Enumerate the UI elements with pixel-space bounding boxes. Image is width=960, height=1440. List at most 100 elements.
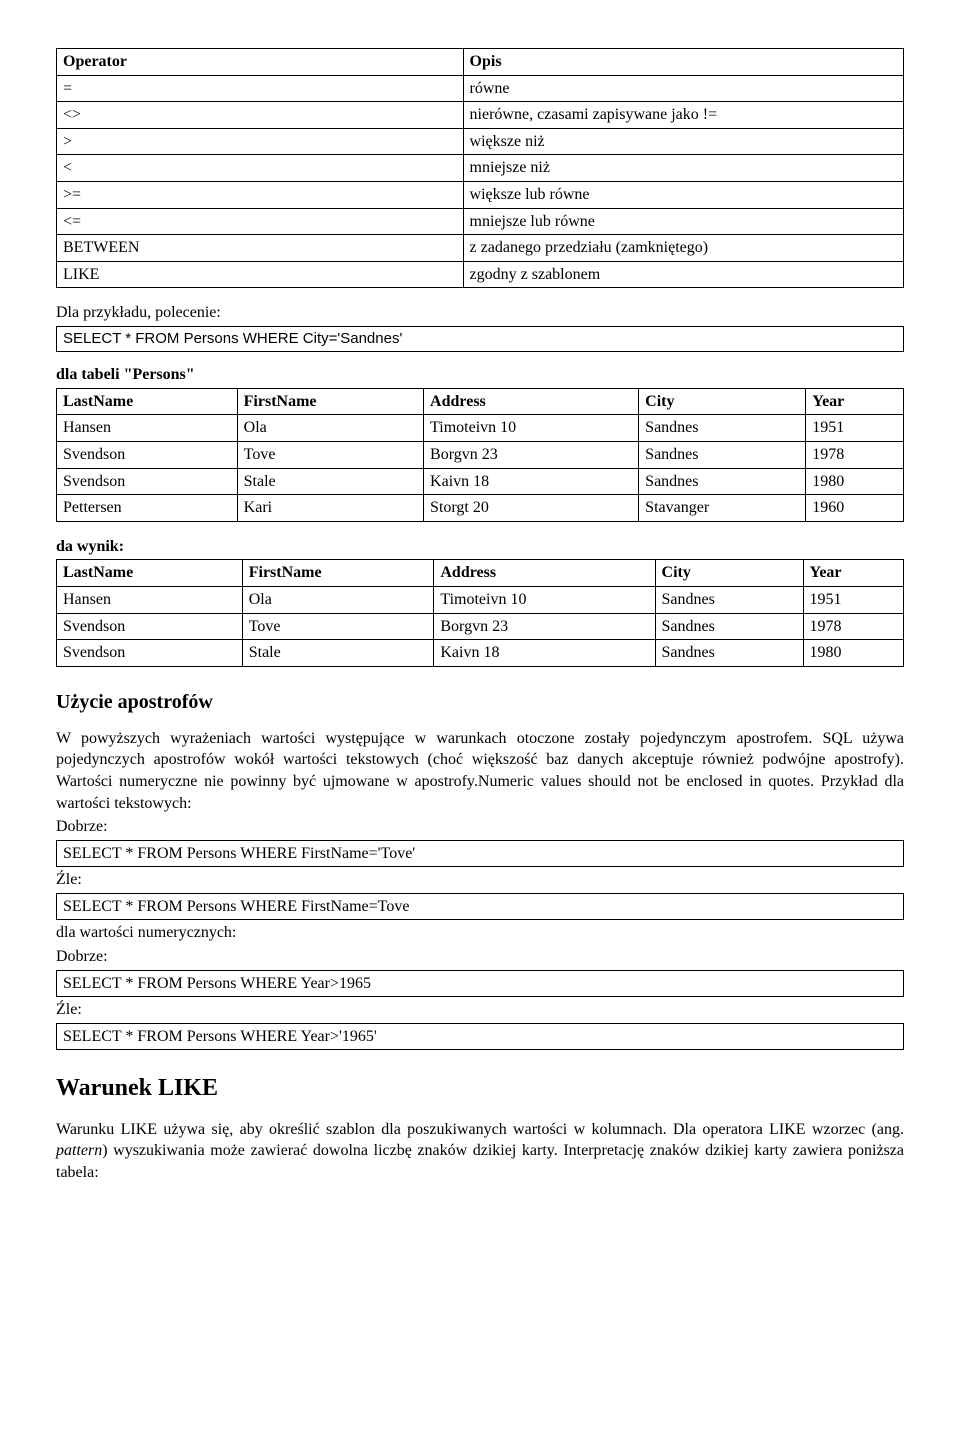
cell: <= <box>57 208 464 235</box>
cell: 1978 <box>806 441 904 468</box>
numeric-label: dla wartości numerycznych: <box>56 922 904 944</box>
like-body: Warunku LIKE używa się, aby określić sza… <box>56 1119 904 1184</box>
cell: Tove <box>242 613 434 640</box>
cell: 1951 <box>806 415 904 442</box>
col-city: City <box>639 388 806 415</box>
bad-label-1: Źle: <box>56 869 904 891</box>
table-row: >większe niż <box>57 128 904 155</box>
result-label: da wynik: <box>56 536 904 558</box>
col-firstname: FirstName <box>237 388 423 415</box>
operators-table: Operator Opis =równe <>nierówne, czasami… <box>56 48 904 288</box>
cell: równe <box>463 75 903 102</box>
cell: Hansen <box>57 415 238 442</box>
text-good-box: SELECT * FROM Persons WHERE FirstName='T… <box>56 840 904 868</box>
persons-label: dla tabeli "Persons" <box>56 364 904 386</box>
cell: większe niż <box>463 128 903 155</box>
table-row: LIKEzgodny z szablonem <box>57 261 904 288</box>
cell: Borgvn 23 <box>434 613 655 640</box>
apostrophes-title: Użycie apostrofów <box>56 689 904 716</box>
cell: Stale <box>242 640 434 667</box>
example-sql-box: SELECT * FROM Persons WHERE City='Sandne… <box>56 326 904 352</box>
cell: Borgvn 23 <box>424 441 639 468</box>
table-row: PettersenKariStorgt 20Stavanger1960 <box>57 495 904 522</box>
like-body-prefix: Warunku LIKE używa się, aby określić sza… <box>56 1121 904 1138</box>
cell: 1960 <box>806 495 904 522</box>
cell: BETWEEN <box>57 235 464 262</box>
cell: Sandnes <box>655 613 803 640</box>
cell: Timoteivn 10 <box>424 415 639 442</box>
cell: Sandnes <box>639 441 806 468</box>
result-table: LastName FirstName Address City Year Han… <box>56 559 904 666</box>
cell: Ola <box>237 415 423 442</box>
apostrophes-body: W powyższych wyrażeniach wartości występ… <box>56 728 904 814</box>
example-intro: Dla przykładu, polecenie: <box>56 302 904 324</box>
like-body-suffix: ) wyszukiwania może zawierać dowolna lic… <box>56 1142 904 1181</box>
cell: Hansen <box>57 586 243 613</box>
table-row: HansenOlaTimoteivn 10Sandnes1951 <box>57 415 904 442</box>
table-row: SvendsonToveBorgvn 23Sandnes1978 <box>57 613 904 640</box>
cell: Kaivn 18 <box>424 468 639 495</box>
cell: zgodny z szablonem <box>463 261 903 288</box>
table-header-row: LastName FirstName Address City Year <box>57 560 904 587</box>
col-lastname: LastName <box>57 560 243 587</box>
bad-label-2: Źle: <box>56 999 904 1021</box>
table-row: =równe <box>57 75 904 102</box>
cell: < <box>57 155 464 182</box>
good-label-1: Dobrze: <box>56 816 904 838</box>
cell: Stavanger <box>639 495 806 522</box>
cell: LIKE <box>57 261 464 288</box>
cell: mniejsze lub równe <box>463 208 903 235</box>
cell: 1980 <box>803 640 903 667</box>
like-italic: pattern <box>56 1142 102 1159</box>
cell: nierówne, czasami zapisywane jako != <box>463 102 903 129</box>
cell: <> <box>57 102 464 129</box>
col-lastname: LastName <box>57 388 238 415</box>
col-opis: Opis <box>463 49 903 76</box>
cell: Tove <box>237 441 423 468</box>
col-year: Year <box>806 388 904 415</box>
cell: Svendson <box>57 613 243 640</box>
cell: Pettersen <box>57 495 238 522</box>
cell: Sandnes <box>639 415 806 442</box>
table-row: SvendsonStaleKaivn 18Sandnes1980 <box>57 640 904 667</box>
cell: Svendson <box>57 468 238 495</box>
table-row: SvendsonStaleKaivn 18Sandnes1980 <box>57 468 904 495</box>
col-address: Address <box>424 388 639 415</box>
table-row: <mniejsze niż <box>57 155 904 182</box>
table-row: <=mniejsze lub równe <box>57 208 904 235</box>
cell: Ola <box>242 586 434 613</box>
cell: Svendson <box>57 441 238 468</box>
table-row: HansenOlaTimoteivn 10Sandnes1951 <box>57 586 904 613</box>
cell: mniejsze niż <box>463 155 903 182</box>
cell: Sandnes <box>655 586 803 613</box>
num-bad-box: SELECT * FROM Persons WHERE Year>'1965' <box>56 1023 904 1051</box>
cell: Kaivn 18 <box>434 640 655 667</box>
cell: >= <box>57 181 464 208</box>
cell: Sandnes <box>639 468 806 495</box>
table-header-row: LastName FirstName Address City Year <box>57 388 904 415</box>
col-address: Address <box>434 560 655 587</box>
cell: większe lub równe <box>463 181 903 208</box>
table-row: BETWEENz zadanego przedziału (zamknięteg… <box>57 235 904 262</box>
table-row: SvendsonToveBorgvn 23Sandnes1978 <box>57 441 904 468</box>
cell: 1951 <box>803 586 903 613</box>
num-good-box: SELECT * FROM Persons WHERE Year>1965 <box>56 970 904 998</box>
col-firstname: FirstName <box>242 560 434 587</box>
col-city: City <box>655 560 803 587</box>
like-title: Warunek LIKE <box>56 1072 904 1104</box>
col-year: Year <box>803 560 903 587</box>
cell: Svendson <box>57 640 243 667</box>
col-operator: Operator <box>57 49 464 76</box>
good-label-2: Dobrze: <box>56 946 904 968</box>
persons-table: LastName FirstName Address City Year Han… <box>56 388 904 522</box>
table-row: <>nierówne, czasami zapisywane jako != <box>57 102 904 129</box>
cell: Kari <box>237 495 423 522</box>
cell: > <box>57 128 464 155</box>
cell: z zadanego przedziału (zamkniętego) <box>463 235 903 262</box>
cell: 1978 <box>803 613 903 640</box>
cell: Storgt 20 <box>424 495 639 522</box>
table-row: >=większe lub równe <box>57 181 904 208</box>
text-bad-box: SELECT * FROM Persons WHERE FirstName=To… <box>56 893 904 921</box>
table-header-row: Operator Opis <box>57 49 904 76</box>
cell: Sandnes <box>655 640 803 667</box>
